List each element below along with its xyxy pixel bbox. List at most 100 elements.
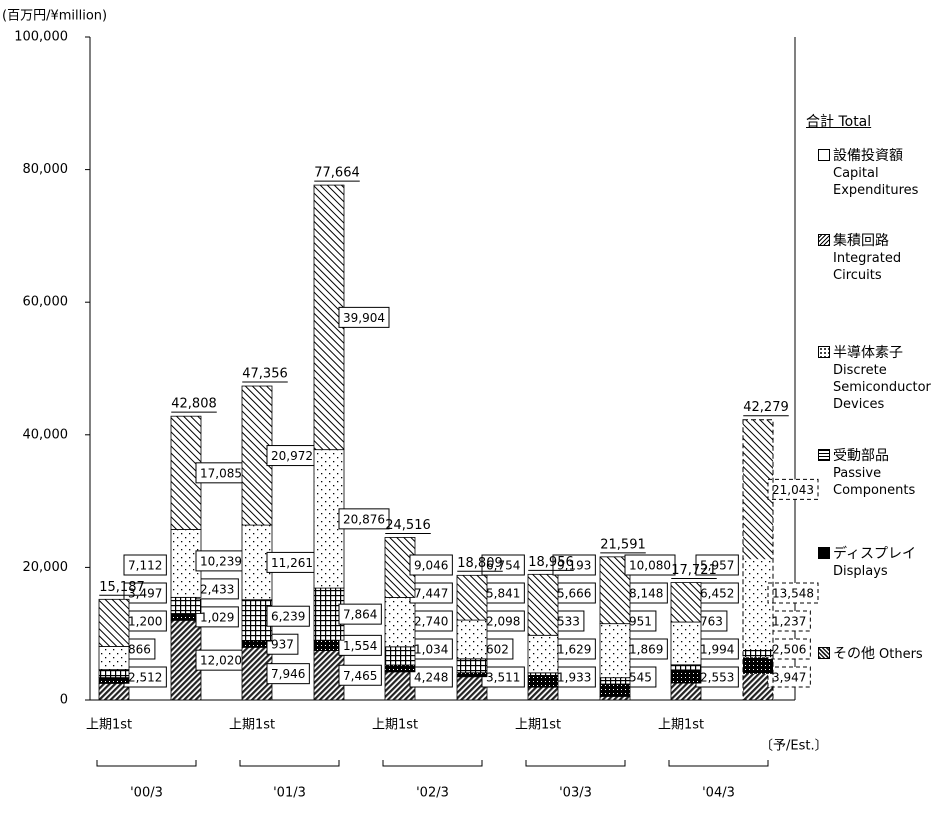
value-label-text: 7,447 bbox=[414, 587, 448, 601]
y-tick-label: 100,000 bbox=[14, 30, 68, 45]
total-label: 15,187 bbox=[99, 580, 145, 595]
value-label-text: 5,841 bbox=[486, 587, 520, 601]
value-label-box bbox=[123, 582, 167, 604]
legend-entry: 集積回路 Integrated Circuits bbox=[818, 233, 949, 284]
value-label-text: 2,512 bbox=[128, 671, 162, 685]
group-bracket bbox=[96, 760, 197, 767]
value-label: 1,554 bbox=[338, 634, 382, 656]
value-label-text: 533 bbox=[557, 615, 580, 629]
value-label: 5,841 bbox=[481, 582, 525, 604]
legend-label: Displays bbox=[833, 564, 888, 579]
value-label-box bbox=[338, 664, 382, 686]
value-label: 7,447 bbox=[409, 582, 453, 604]
value-label: 2,553 bbox=[695, 666, 739, 688]
value-label-text: 2,098 bbox=[486, 615, 520, 629]
legend-marker bbox=[818, 149, 830, 161]
value-label: 20,876 bbox=[338, 508, 390, 530]
value-label-text: 2,740 bbox=[414, 615, 448, 629]
value-label: 1,933 bbox=[552, 666, 596, 688]
value-label-text: 3,947 bbox=[772, 671, 806, 685]
legend-label: Passive Components bbox=[833, 466, 916, 498]
value-label-box bbox=[338, 306, 390, 328]
bar-segment bbox=[98, 669, 130, 679]
value-label-box bbox=[338, 603, 382, 625]
y-tick-label: 40,000 bbox=[23, 427, 69, 442]
value-label-text: 1,933 bbox=[557, 671, 591, 685]
value-label-text: 10,080 bbox=[629, 559, 671, 573]
value-label-text: 5,957 bbox=[700, 559, 734, 573]
total-label: 24,516 bbox=[385, 518, 431, 533]
value-label-text: 1,237 bbox=[772, 615, 806, 629]
value-label-text: 2,506 bbox=[772, 643, 806, 657]
bar-segment bbox=[456, 658, 488, 674]
group-label: '00/3 bbox=[130, 786, 163, 801]
bar-segment bbox=[98, 646, 130, 671]
legend-label: Discrete Semiconductor Devices bbox=[833, 363, 931, 412]
bar-segment bbox=[98, 677, 130, 684]
value-label: 5,666 bbox=[552, 582, 596, 604]
y-axis-label: (百万円/¥million) bbox=[2, 9, 107, 24]
value-label-text: 39,904 bbox=[343, 311, 385, 325]
value-label-text: 6,754 bbox=[486, 559, 520, 573]
value-label-text: 21,043 bbox=[772, 483, 814, 497]
value-label: 1,869 bbox=[624, 638, 668, 660]
value-label: 8,148 bbox=[624, 582, 668, 604]
estimate-outline bbox=[742, 419, 774, 701]
group-label: '01/3 bbox=[273, 786, 306, 801]
value-label-box bbox=[767, 582, 819, 604]
value-label: 12,020 bbox=[195, 649, 247, 671]
value-label: 1,629 bbox=[552, 638, 596, 660]
bar-segment bbox=[670, 669, 702, 684]
bar-segment bbox=[599, 623, 631, 679]
value-label: 2,098 bbox=[481, 610, 525, 632]
value-label-text: 20,972 bbox=[271, 449, 313, 463]
value-label: 7,465 bbox=[338, 664, 382, 686]
bar-segment bbox=[670, 621, 702, 666]
value-label: 11,261 bbox=[266, 551, 318, 573]
value-label-box bbox=[767, 478, 819, 500]
x-tick-label: 上期1st bbox=[86, 718, 132, 733]
value-label: 5,957 bbox=[695, 554, 739, 576]
value-label-text: 3,497 bbox=[128, 587, 162, 601]
value-label: 951 bbox=[624, 610, 657, 632]
value-label: 3,511 bbox=[481, 666, 525, 688]
value-label-text: 602 bbox=[486, 643, 509, 657]
bar-segment bbox=[743, 559, 773, 650]
value-label-text: 7,864 bbox=[343, 608, 377, 622]
legend-name: 受動部品 bbox=[833, 448, 889, 464]
value-label-box bbox=[409, 554, 453, 576]
group-bracket bbox=[668, 760, 769, 767]
value-label-text: 6,452 bbox=[700, 587, 734, 601]
legend-label: Others bbox=[879, 647, 923, 662]
value-label-box bbox=[409, 666, 453, 688]
value-label: 1,034 bbox=[409, 638, 453, 660]
value-label: 6,754 bbox=[481, 554, 525, 576]
value-label: 2,433 bbox=[195, 578, 239, 600]
total-label: 77,664 bbox=[314, 166, 360, 181]
bar-segment bbox=[527, 675, 559, 688]
value-label: 6,239 bbox=[266, 605, 310, 627]
value-label-text: 4,248 bbox=[414, 671, 448, 685]
group-bracket bbox=[525, 760, 626, 767]
bar-segment bbox=[456, 574, 488, 621]
value-label-box bbox=[767, 666, 811, 688]
value-label-text: 7,465 bbox=[343, 669, 377, 683]
legend-marker bbox=[818, 346, 830, 358]
legend-label: Capital Expenditures bbox=[833, 166, 919, 198]
total-label: 17,721 bbox=[671, 563, 717, 578]
value-label-text: 1,994 bbox=[700, 643, 734, 657]
value-label: 3,497 bbox=[123, 582, 167, 604]
value-label: 39,904 bbox=[338, 306, 390, 328]
value-label: 866 bbox=[123, 638, 156, 660]
value-label-text: 20,876 bbox=[343, 512, 385, 526]
value-label-text: 937 bbox=[271, 638, 294, 652]
bar-segment bbox=[384, 664, 416, 673]
value-label: 2,506 bbox=[767, 638, 811, 660]
group-bracket bbox=[382, 760, 483, 767]
total-label: 21,591 bbox=[600, 537, 646, 552]
value-label-box bbox=[624, 554, 676, 576]
value-label: 4,248 bbox=[409, 666, 453, 688]
value-label-text: 11,261 bbox=[271, 556, 313, 570]
value-label: 10,239 bbox=[195, 550, 247, 572]
